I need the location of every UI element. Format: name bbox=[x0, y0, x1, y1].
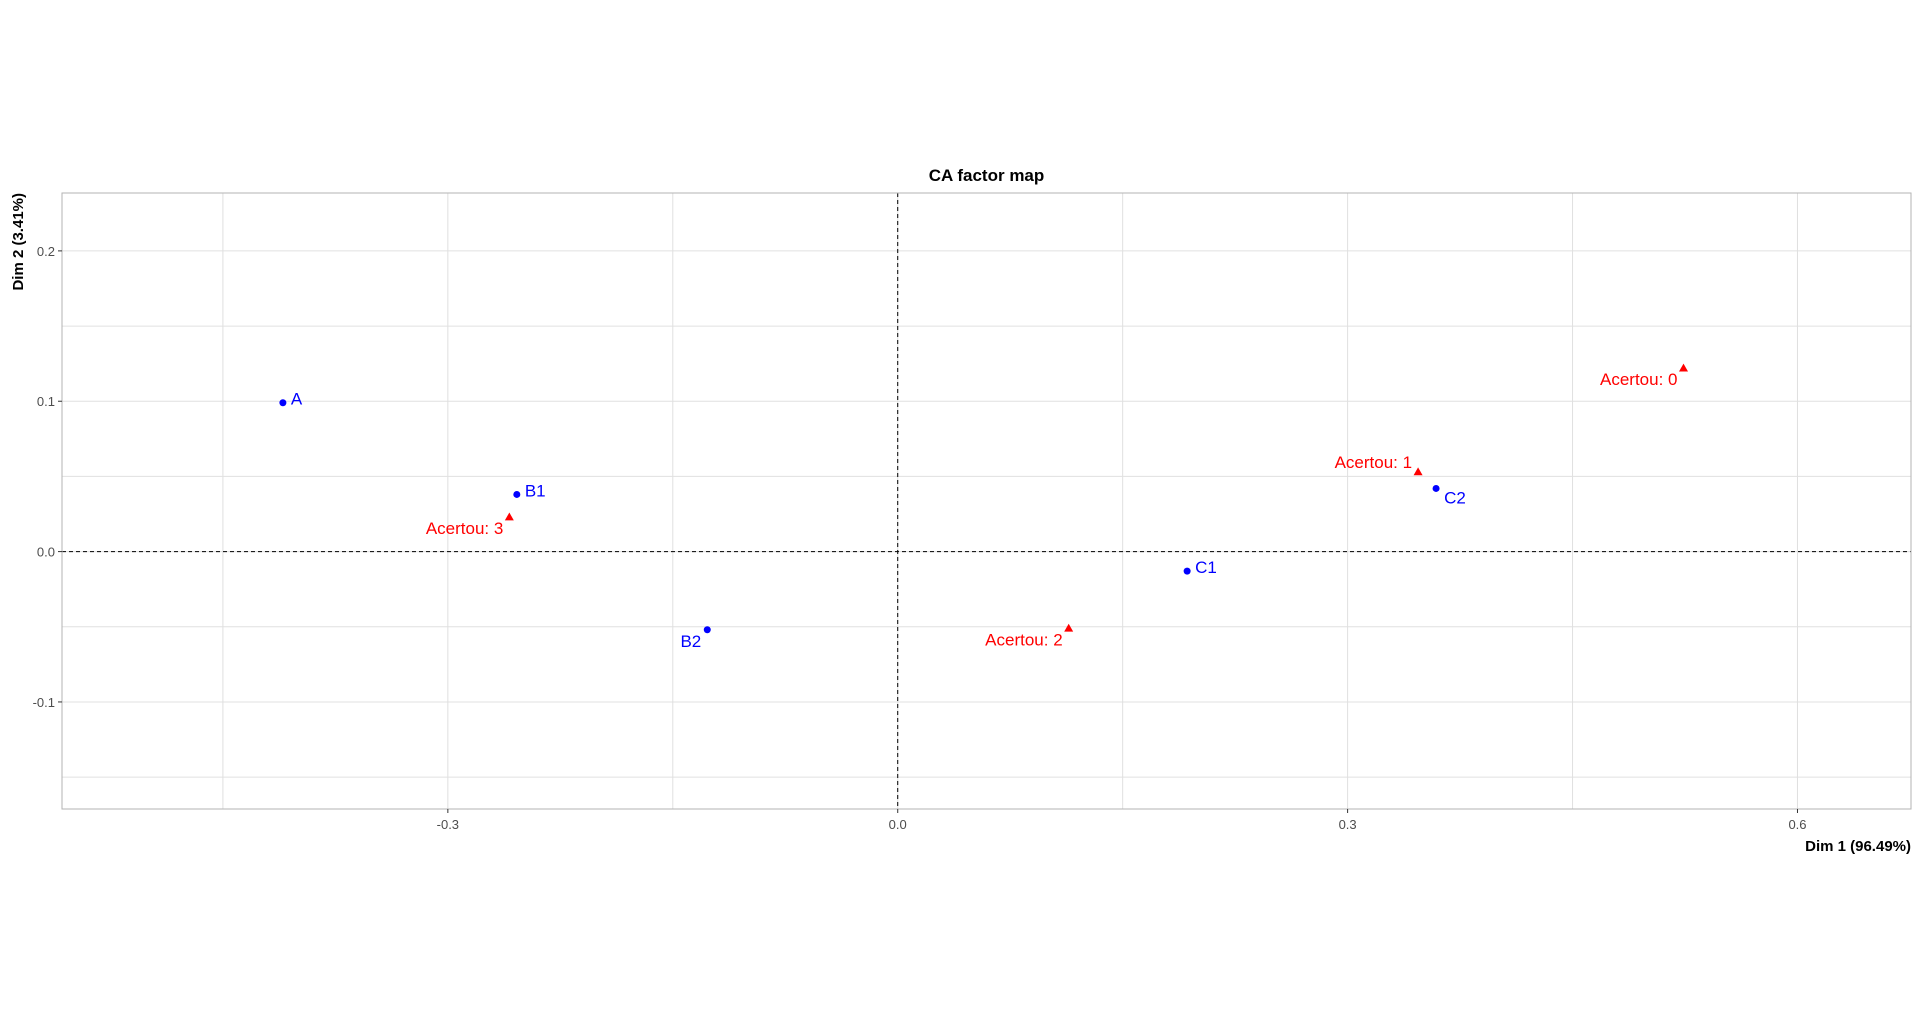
point-marker bbox=[279, 399, 287, 407]
reference-lines bbox=[62, 193, 1911, 809]
point-marker bbox=[1064, 623, 1074, 632]
point-label: C2 bbox=[1444, 488, 1466, 507]
y-tick-label: 0.2 bbox=[37, 244, 55, 259]
x-tick-label: -0.3 bbox=[437, 817, 459, 832]
tick-layer: -0.3 0.0 0.3 0.6 -0.1 0.0 0.1 0.2 bbox=[33, 244, 1807, 832]
y-tick-label: -0.1 bbox=[33, 695, 55, 710]
point-label-layer: A B1 B2 C1 C2 Acertou: 0 Acertou: 1 Acertou: 2 A… bbox=[291, 370, 1678, 651]
x-axis-title: Dim 1 (96.49%) bbox=[1805, 838, 1911, 855]
point-label: Acertou: 1 bbox=[1335, 453, 1413, 472]
point-label: Acertou: 0 bbox=[1600, 370, 1678, 389]
point-marker bbox=[513, 490, 521, 498]
x-tick-label: 0.3 bbox=[1339, 817, 1357, 832]
point-marker bbox=[1679, 363, 1689, 372]
point-marker bbox=[1413, 467, 1423, 476]
point-label: Acertou: 2 bbox=[985, 630, 1063, 649]
x-tick-label: 0.0 bbox=[889, 817, 907, 832]
y-tick-label: 0.1 bbox=[37, 394, 55, 409]
plot-panel-border bbox=[61, 192, 1912, 810]
point-label: B2 bbox=[680, 632, 701, 651]
x-tick-label: 0.6 bbox=[1788, 817, 1806, 832]
point-marker bbox=[1183, 567, 1191, 575]
y-axis-title: Dim 2 (3.41%) bbox=[10, 193, 27, 291]
point-marker bbox=[1432, 484, 1440, 492]
point-label: C1 bbox=[1195, 558, 1217, 577]
point-label: B1 bbox=[525, 481, 546, 500]
point-label: A bbox=[291, 390, 303, 409]
point-marker bbox=[703, 626, 711, 634]
y-tick-label: 0.0 bbox=[37, 545, 55, 560]
chart-title: CA factor map bbox=[929, 166, 1045, 185]
grid-layer bbox=[62, 193, 1911, 809]
point-layer bbox=[279, 363, 1689, 634]
point-marker bbox=[504, 512, 514, 521]
point-label: Acertou: 3 bbox=[426, 519, 504, 538]
